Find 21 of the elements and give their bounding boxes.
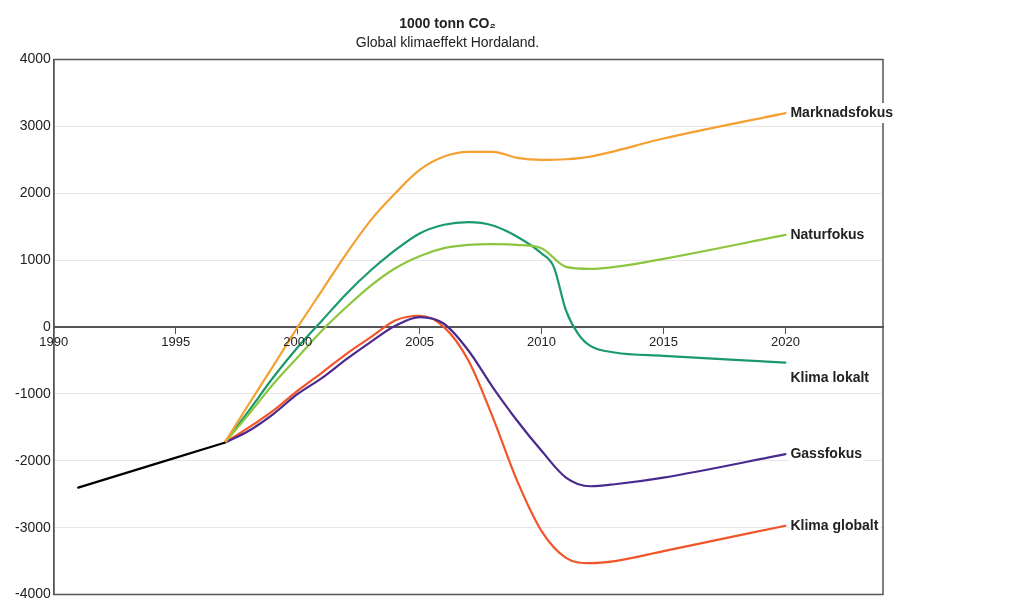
y-tick-label: -4000	[14, 585, 52, 602]
series-label: Naturfokus	[790, 225, 865, 242]
chart-title: 1000 tonn CO₂	[399, 15, 496, 32]
y-tick-label: 3000	[19, 117, 52, 134]
y-tick-label: 1000	[19, 251, 52, 268]
x-tick-label: 2020	[770, 334, 800, 350]
y-tick-label: 2000	[19, 184, 52, 201]
series-label: Gassfokus	[790, 445, 863, 462]
chart-subtitle: Global klimaeffekt Hordaland.	[355, 34, 540, 51]
series-label: Klima globalt	[790, 516, 879, 533]
y-tick-label: -1000	[14, 384, 52, 401]
y-tick-label: -2000	[14, 451, 52, 468]
series-label: Marknadsfokus	[790, 103, 894, 120]
x-tick-label: 2010	[527, 334, 557, 350]
y-tick-label: 4000	[19, 50, 52, 67]
x-tick-label: 1995	[161, 334, 191, 350]
x-tick-label: 2005	[405, 334, 435, 350]
y-tick-label: 0	[43, 317, 52, 334]
series-label: Klima lokalt	[790, 369, 870, 386]
x-tick-label: 2015	[649, 334, 678, 350]
y-tick-label: -3000	[14, 518, 52, 535]
